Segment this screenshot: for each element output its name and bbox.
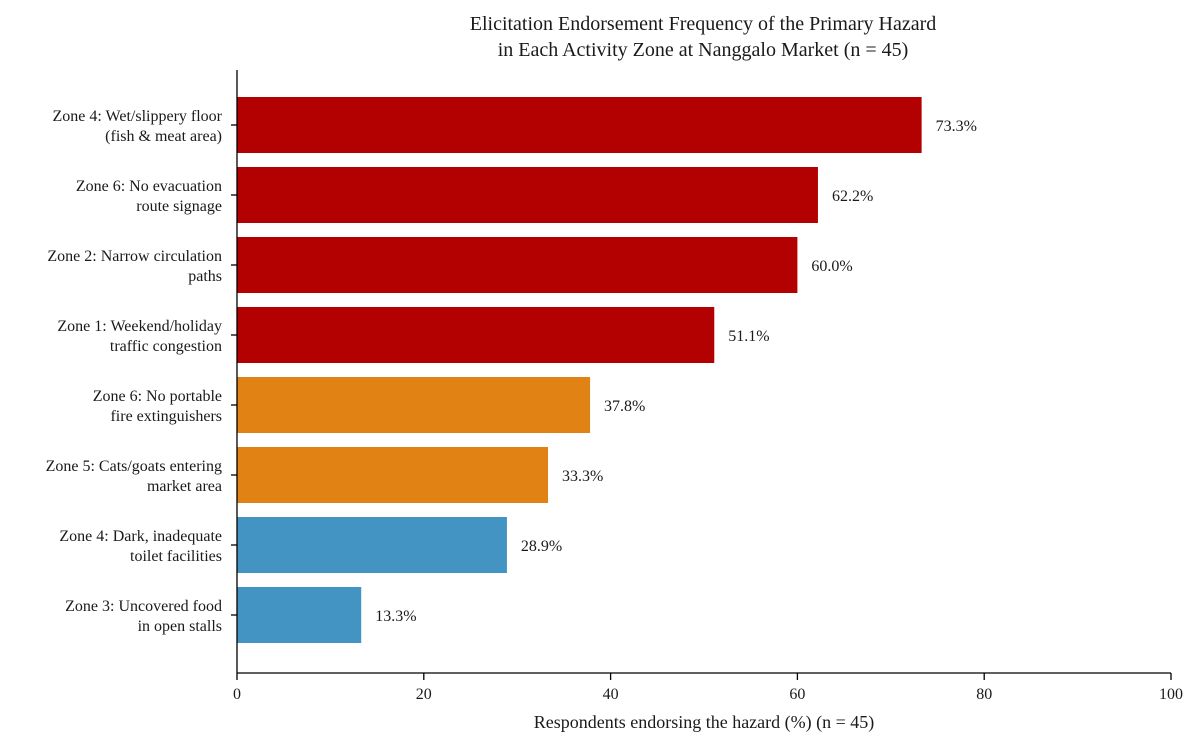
bar-5 <box>237 377 591 433</box>
category-label-6-line-1: Zone 5: Cats/goats entering <box>46 458 222 475</box>
x-tick-label-20: 20 <box>416 686 432 703</box>
value-label-8: 13.3% <box>375 608 416 625</box>
x-tick-label-0: 0 <box>233 686 241 703</box>
category-label-8-line-2: in open stalls <box>138 618 222 635</box>
bar-6 <box>237 447 549 503</box>
bar-3 <box>237 237 798 293</box>
category-label-8-line-1: Zone 3: Uncovered food <box>65 598 222 615</box>
bar-4 <box>237 307 715 363</box>
category-label-2-line-1: Zone 6: No evacuation <box>76 178 222 195</box>
chart-title-line-1: Elicitation Endorsement Frequency of the… <box>470 13 937 35</box>
bar-1 <box>237 97 922 153</box>
x-tick-label-60: 60 <box>789 686 805 703</box>
value-label-7: 28.9% <box>521 538 562 555</box>
category-label-5-line-2: fire extinguishers <box>110 408 222 425</box>
bar-7 <box>237 517 507 573</box>
bar-2 <box>237 167 818 223</box>
value-label-5: 37.8% <box>604 398 645 415</box>
value-label-2: 62.2% <box>832 188 873 205</box>
value-label-1: 73.3% <box>936 118 977 135</box>
x-tick-label-40: 40 <box>603 686 619 703</box>
x-ticks-group: 0 20 40 60 80 100 <box>233 673 1183 703</box>
category-label-4-line-1: Zone 1: Weekend/holiday <box>57 318 222 335</box>
category-label-7-line-2: toilet facilities <box>130 548 222 565</box>
bars-group: 73.3% Zone 4: Wet/slippery floor (fish & m… <box>46 97 977 643</box>
category-label-3-line-2: paths <box>188 268 222 285</box>
x-tick-label-100: 100 <box>1159 686 1183 703</box>
value-label-3: 60.0% <box>811 258 852 275</box>
category-label-2-line-2: route signage <box>136 198 222 215</box>
category-label-1-line-2: (fish & meat area) <box>105 128 222 145</box>
value-label-4: 51.1% <box>728 328 769 345</box>
x-axis-label: Respondents endorsing the hazard (%) (n … <box>534 712 875 733</box>
category-label-7-line-1: Zone 4: Dark, inadequate <box>59 528 222 545</box>
category-label-5-line-1: Zone 6: No portable <box>93 388 222 405</box>
chart-title-line-2: in Each Activity Zone at Nanggalo Market… <box>498 39 909 61</box>
category-label-6-line-2: market area <box>147 478 222 495</box>
category-label-3-line-1: Zone 2: Narrow circulation <box>47 248 222 265</box>
category-label-4-line-2: traffic congestion <box>110 338 222 355</box>
bar-8 <box>237 587 362 643</box>
x-tick-label-80: 80 <box>976 686 992 703</box>
value-label-6: 33.3% <box>562 468 603 485</box>
category-label-1-line-1: Zone 4: Wet/slippery floor <box>53 108 223 125</box>
